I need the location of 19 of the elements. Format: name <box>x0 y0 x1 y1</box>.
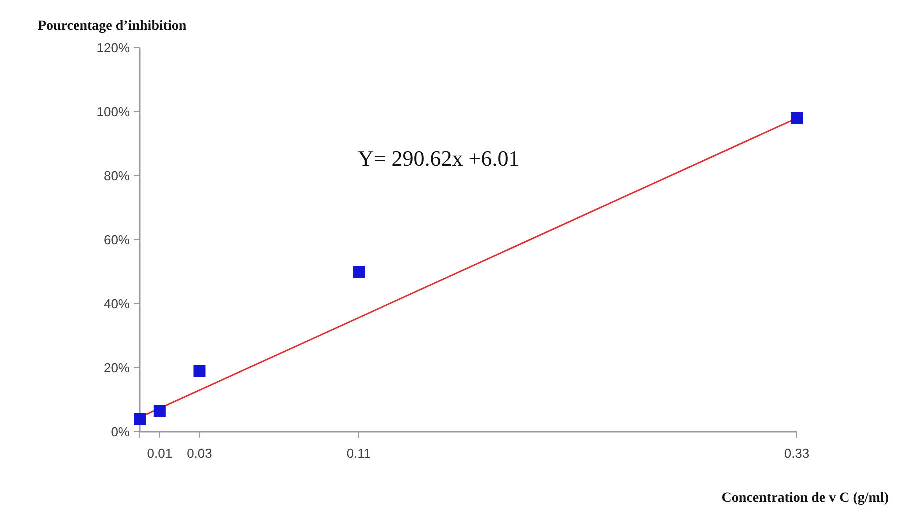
point <box>791 112 803 124</box>
y-tick-label: 20% <box>104 360 130 376</box>
x-tick-label: 0.33 <box>784 446 810 461</box>
x-tick-label: 0.03 <box>187 446 212 461</box>
y-tick-label: 60% <box>104 232 130 248</box>
y-tick-label: 0% <box>111 424 130 440</box>
x-tick-label: 0.01 <box>147 446 173 461</box>
y-tick-label: 100% <box>96 104 130 120</box>
y-tick-label: 40% <box>104 296 130 312</box>
annotation: Y= 290.62x +6.01 <box>358 146 520 171</box>
point <box>154 405 166 418</box>
y-tick-label: 80% <box>104 168 130 184</box>
x-axis-title: Concentration de v C (g/ml) <box>722 491 890 506</box>
x-tick-label: 0.11 <box>346 446 372 461</box>
point <box>353 266 365 278</box>
point <box>134 413 146 426</box>
y-tick-label: 120% <box>96 40 130 56</box>
y-axis-title: Pourcentage d’inhibition <box>38 19 187 34</box>
point <box>194 365 206 378</box>
